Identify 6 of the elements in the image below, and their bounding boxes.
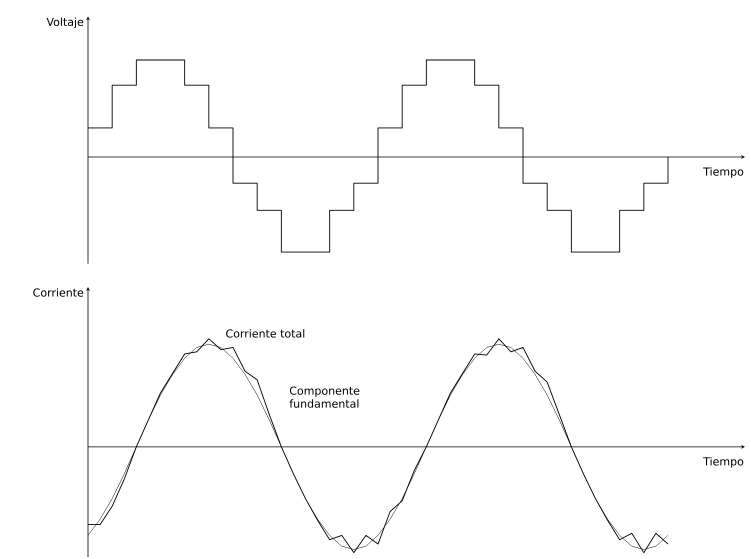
y-axis-title: Corriente — [33, 288, 84, 297]
x-axis-title: Tiempo — [703, 167, 744, 178]
x-axis-title: Tiempo — [703, 457, 744, 468]
series-label: Corriente total — [226, 329, 304, 338]
y-axis-title: Voltaje — [46, 18, 84, 28]
text: Componente fundamental — [290, 386, 360, 408]
